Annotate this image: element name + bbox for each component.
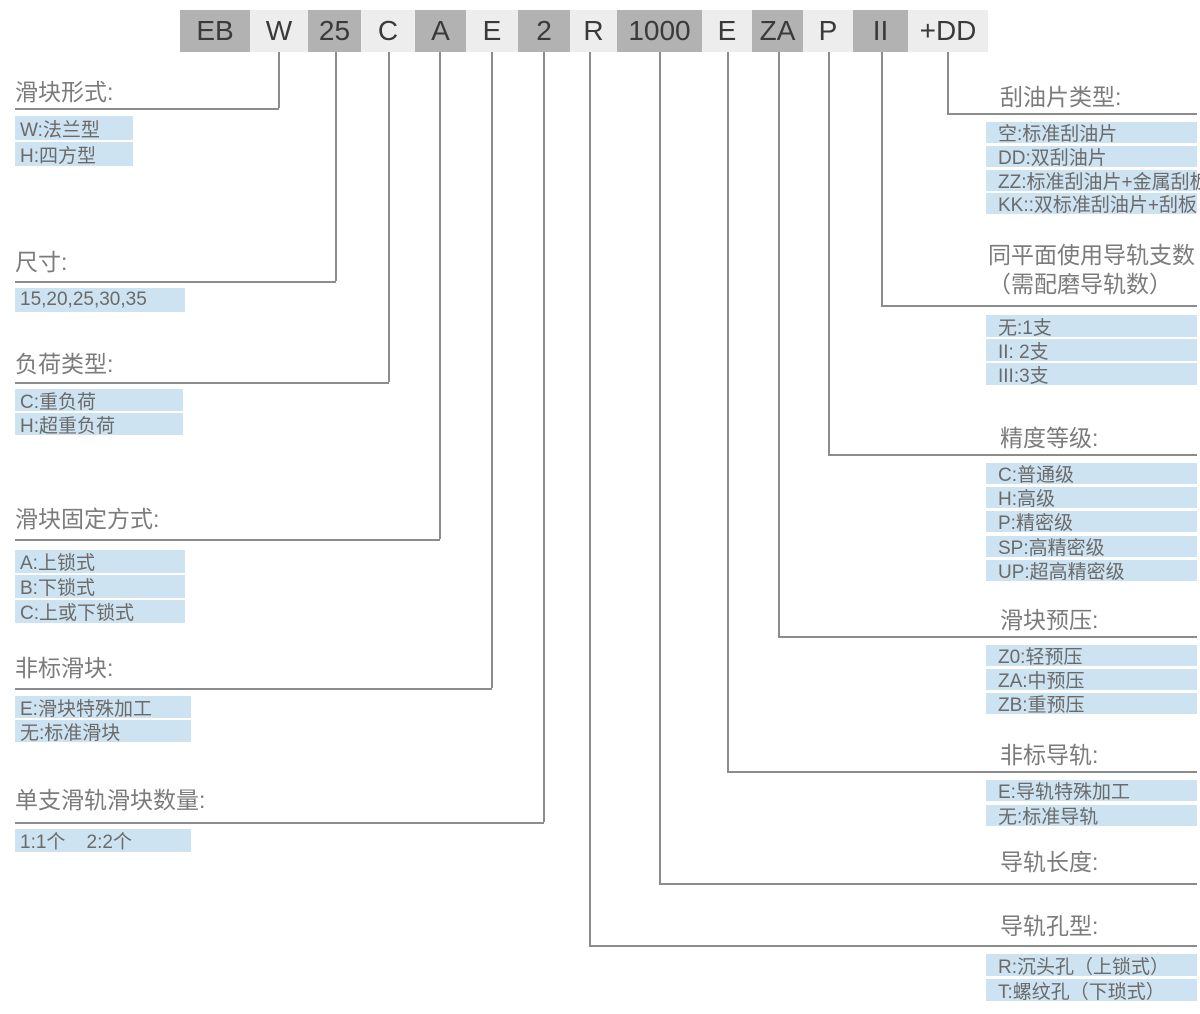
rule-rail-hole-type xyxy=(589,945,1197,947)
rule-rail-length xyxy=(659,883,1197,885)
rule-wiper-type xyxy=(947,113,1197,115)
label-sliders-per-rail: 单支滑轨滑块数量: xyxy=(15,787,206,813)
connector-25 xyxy=(335,52,337,281)
option-slider-form-w: W:法兰型 xyxy=(15,116,133,141)
label-rails-same-plane-line2: （需配磨导轨数） xyxy=(988,271,1172,297)
option-wiper-kk: KK::双标准刮油片+刮板 xyxy=(986,193,1197,216)
code-segment-25: 25 xyxy=(308,10,361,52)
rule-load-type xyxy=(15,382,389,384)
rule-sliders-per-rail xyxy=(15,822,544,824)
option-size-values: 15,20,25,30,35 xyxy=(15,288,185,312)
label-nonstandard-rail: 非标导轨: xyxy=(1000,742,1099,768)
label-rail-length: 导轨长度: xyxy=(1000,849,1099,875)
label-slider-form: 滑块形式: xyxy=(15,79,114,105)
rule-accuracy-grade xyxy=(828,454,1197,456)
code-segment-ii: II xyxy=(853,10,908,52)
code-segment-dd: +DD xyxy=(908,10,988,52)
label-rails-same-plane-line1: 同平面使用导轨支数 xyxy=(988,242,1195,268)
option-rails-3: III:3支 xyxy=(986,363,1197,387)
option-grade-c: C:普通级 xyxy=(986,463,1197,486)
code-segment-2: 2 xyxy=(518,10,570,52)
code-segment-w: W xyxy=(250,10,308,52)
option-wiper-empty: 空:标准刮油片 xyxy=(986,122,1197,145)
option-fixing-a: A:上锁式 xyxy=(15,550,185,574)
code-segment-e2: E xyxy=(702,10,752,52)
option-grade-h: H:高级 xyxy=(986,487,1197,510)
option-ns-rail-e: E:导轨特殊加工 xyxy=(986,780,1197,803)
option-ns-slider-e: E:滑块特殊加工 xyxy=(15,696,191,720)
rule-slider-fixing xyxy=(15,539,440,541)
option-wiper-zz: ZZ:标准刮油片+金属刮板 xyxy=(986,170,1200,193)
connector-ii xyxy=(881,52,883,305)
connector-1000 xyxy=(659,52,661,883)
label-accuracy-grade: 精度等级: xyxy=(1000,425,1099,451)
option-ns-slider-none: 无:标准滑块 xyxy=(15,720,191,744)
option-preload-za: ZA:中预压 xyxy=(986,669,1197,692)
connector-e xyxy=(491,52,493,688)
code-segment-za: ZA xyxy=(752,10,803,52)
option-ns-rail-none: 无:标准导轨 xyxy=(986,805,1197,828)
option-fixing-b: B:下锁式 xyxy=(15,575,185,599)
label-slider-fixing: 滑块固定方式: xyxy=(15,506,160,532)
rule-nonstandard-slider xyxy=(15,688,492,690)
option-hole-r: R:沉头孔（上锁式） xyxy=(986,954,1197,978)
label-size: 尺寸: xyxy=(15,249,68,275)
rule-slider-preload xyxy=(778,636,1197,638)
label-slider-preload: 滑块预压: xyxy=(1000,607,1099,633)
connector-2 xyxy=(543,52,545,822)
rule-slider-form xyxy=(15,108,279,110)
option-grade-sp: SP:高精密级 xyxy=(986,536,1197,559)
rule-rails-same-plane xyxy=(881,305,1197,307)
connector-e2 xyxy=(727,52,729,771)
code-segment-1000: 1000 xyxy=(617,10,702,52)
connector-c xyxy=(388,52,390,382)
connector-a xyxy=(439,52,441,539)
label-nonstandard-slider: 非标滑块: xyxy=(15,655,114,681)
option-slider-form-h: H:四方型 xyxy=(15,142,133,167)
option-load-h: H:超重负荷 xyxy=(15,413,183,437)
option-load-c: C:重负荷 xyxy=(15,389,183,413)
connector-dd xyxy=(947,52,949,113)
code-segment-c: C xyxy=(361,10,415,52)
rule-size xyxy=(15,281,336,283)
option-sliders-count: 1:1个 2:2个 xyxy=(15,829,191,853)
connector-r xyxy=(589,52,591,945)
option-preload-z0: Z0:轻预压 xyxy=(986,645,1197,668)
rule-nonstandard-rail xyxy=(727,771,1197,773)
connector-w xyxy=(278,52,280,108)
option-grade-up: UP:超高精密级 xyxy=(986,560,1197,583)
option-hole-t: T:螺纹孔（下琐式） xyxy=(986,979,1197,1003)
option-fixing-c: C:上或下锁式 xyxy=(15,600,185,624)
code-segment-a: A xyxy=(415,10,466,52)
label-rail-hole-type: 导轨孔型: xyxy=(1000,913,1099,939)
option-grade-p: P:精密级 xyxy=(986,511,1197,534)
code-segment-eb: EB xyxy=(180,10,250,52)
option-preload-zb: ZB:重预压 xyxy=(986,693,1197,716)
code-strip: EB W 25 C A E 2 R 1000 E ZA P II +DD xyxy=(180,10,988,52)
code-segment-e: E xyxy=(466,10,518,52)
label-wiper-type: 刮油片类型: xyxy=(1000,84,1122,110)
label-load-type: 负荷类型: xyxy=(15,351,114,377)
code-segment-r: R xyxy=(570,10,617,52)
connector-za xyxy=(778,52,780,636)
code-segment-p: P xyxy=(803,10,853,52)
connector-p xyxy=(828,52,830,454)
option-wiper-dd: DD:双刮油片 xyxy=(986,146,1197,169)
option-rails-1: 无:1支 xyxy=(986,315,1197,339)
option-rails-2: II: 2支 xyxy=(986,339,1197,363)
